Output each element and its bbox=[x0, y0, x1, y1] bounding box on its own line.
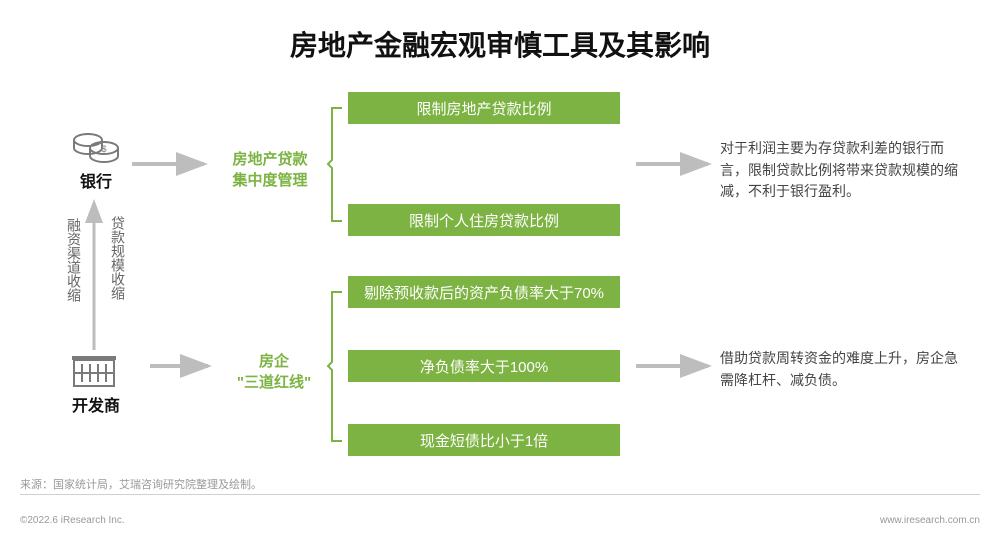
bracket-three-red-lines bbox=[328, 291, 348, 443]
bank-label: 银行 bbox=[64, 168, 128, 192]
developer-label: 开发商 bbox=[60, 392, 132, 416]
left-vertical-label-loan: 贷款规模收缩 bbox=[108, 216, 128, 300]
coins-icon: $ bbox=[70, 130, 122, 166]
left-vertical-label-funding: 融资渠道收缩 bbox=[64, 218, 84, 302]
criteria-box-three-red-lines-1: 净负债率大于100% bbox=[348, 350, 620, 382]
criteria-box-three-red-lines-2: 现金短债比小于1倍 bbox=[348, 424, 620, 456]
svg-text:$: $ bbox=[101, 144, 106, 154]
page-title: 房地产金融宏观审慎工具及其影响 bbox=[0, 24, 1000, 64]
arrow-right-0 bbox=[636, 156, 720, 172]
footer-right: www.iresearch.com.cn bbox=[880, 515, 980, 526]
group-label-three-red-lines: 房企"三道红线" bbox=[224, 350, 324, 392]
criteria-box-three-red-lines-0: 剔除预收款后的资产负债率大于70% bbox=[348, 276, 620, 308]
arrow-to-group-0 bbox=[132, 156, 216, 172]
bracket-loan-concentration bbox=[328, 107, 348, 223]
up-arrow bbox=[84, 200, 104, 348]
source-note: 来源：国家统计局，艾瑞咨询研究院整理及绘制。 bbox=[20, 476, 262, 492]
footer-left: ©2022.6 iResearch Inc. bbox=[20, 515, 125, 526]
criteria-box-loan-concentration-1: 限制个人住房贷款比例 bbox=[348, 204, 620, 236]
footer-rule bbox=[20, 494, 980, 495]
impact-text-three-red-lines: 借助贷款周转资金的难度上升，房企急需降杠杆、减负债。 bbox=[720, 348, 970, 391]
building-icon bbox=[70, 350, 118, 390]
group-label-loan-concentration: 房地产贷款集中度管理 bbox=[220, 148, 320, 190]
arrow-right-1 bbox=[636, 358, 720, 374]
impact-text-loan-concentration: 对于利润主要为存贷款利差的银行而言，限制贷款比例将带来贷款规模的缩减，不利于银行… bbox=[720, 138, 970, 203]
canvas: 房地产金融宏观审慎工具及其影响 $ 银行 开发商 融资渠道收缩 贷款规模收缩 bbox=[0, 0, 1000, 536]
arrow-to-group-1 bbox=[150, 358, 220, 374]
criteria-box-loan-concentration-0: 限制房地产贷款比例 bbox=[348, 92, 620, 124]
